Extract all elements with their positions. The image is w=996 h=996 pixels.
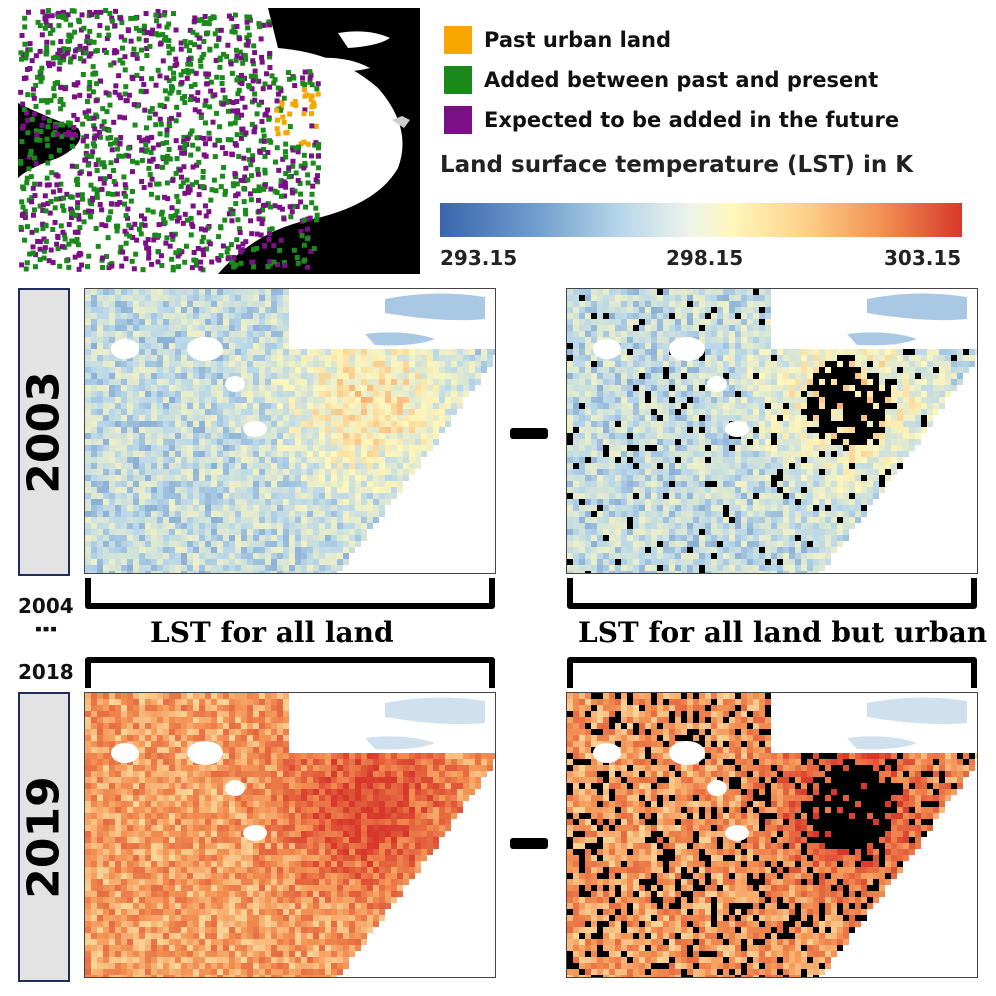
- legend-swatch: [444, 26, 472, 54]
- urban-expansion-map: [18, 8, 420, 274]
- minus-operator: [510, 428, 548, 439]
- year-text: 2003: [18, 370, 70, 494]
- legend-item-added: Added between past and present: [444, 60, 899, 100]
- bracket: [85, 657, 495, 688]
- lst-map-2019-all-land: [84, 692, 496, 978]
- lst-map-2003-all-land: [84, 288, 496, 574]
- year-label-2003: 2003: [18, 288, 70, 576]
- lst-map-2019-non-urban: [566, 692, 978, 978]
- lst-map-2003-non-urban: [566, 288, 978, 574]
- year-label-2004: 2004: [18, 594, 74, 618]
- bracket: [567, 578, 977, 609]
- caption-non-urban: LST for all land but urban: [578, 616, 988, 649]
- legend-swatch: [444, 106, 472, 134]
- year-label-2018: 2018: [18, 660, 74, 684]
- legend-label: Added between past and present: [484, 68, 879, 92]
- year-text: 2019: [18, 775, 70, 899]
- bracket: [85, 578, 495, 609]
- legend-swatch: [444, 66, 472, 94]
- legend-label: Expected to be added in the future: [484, 108, 900, 132]
- colorbar-min-label: 293.15: [440, 246, 518, 270]
- colorbar-mid-label: 298.15: [666, 246, 744, 270]
- legend: Past urban land Added between past and p…: [444, 20, 899, 140]
- colorbar-title: Land surface temperature (LST) in K: [440, 152, 914, 178]
- colorbar: [440, 203, 962, 237]
- year-label-2019: 2019: [18, 692, 70, 982]
- caption-all-land: LST for all land: [150, 616, 394, 649]
- bracket: [567, 657, 977, 688]
- legend-item-past-urban: Past urban land: [444, 20, 899, 60]
- ellipsis: ⋮: [30, 616, 60, 642]
- legend-item-future: Expected to be added in the future: [444, 100, 899, 140]
- minus-operator: [510, 838, 548, 849]
- legend-label: Past urban land: [484, 28, 671, 52]
- colorbar-max-label: 303.15: [884, 246, 962, 270]
